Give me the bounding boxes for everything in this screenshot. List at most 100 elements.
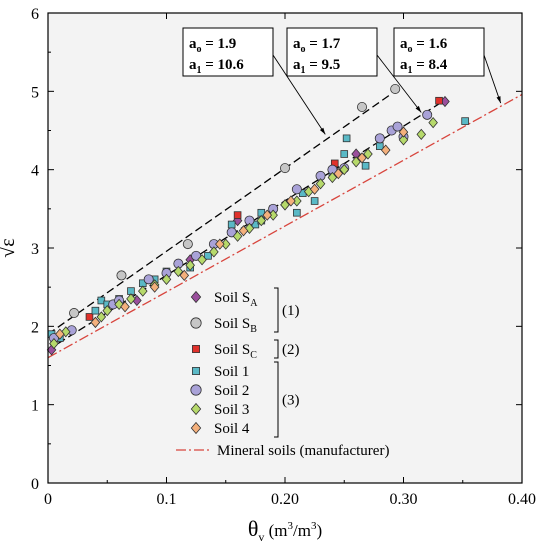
data-point [375, 142, 384, 150]
data-point [422, 109, 433, 120]
data-point [182, 239, 193, 250]
legend-label: Soil 3 [214, 402, 249, 418]
y-tick-label: 0 [31, 476, 39, 493]
x-tick-label: 0.20 [271, 491, 299, 508]
data-point [120, 301, 130, 313]
data-point [204, 252, 212, 260]
data-point [215, 238, 225, 250]
data-point [416, 128, 427, 141]
data-point [69, 308, 80, 319]
y-tick-label: 1 [31, 398, 39, 415]
data-point [161, 273, 172, 285]
legend-label: Soil 4 [214, 421, 250, 437]
legend-item: Soil 3 [190, 402, 249, 418]
data-point [398, 126, 409, 138]
data-point [333, 167, 344, 180]
legend: Soil SA Soil SB Soil SC Soil 1 Soil 2 Soil 3 S… [176, 287, 389, 459]
data-point [357, 102, 368, 113]
data-point [380, 144, 391, 156]
data-point [374, 133, 385, 144]
data-point [97, 296, 106, 305]
legend-item: Soil 1 [192, 364, 249, 380]
y-tick-label: 2 [31, 319, 39, 336]
a1-label: a1 = 10.6 [189, 57, 244, 76]
legend-group-label: (2) [282, 342, 300, 358]
data-point [232, 230, 243, 242]
data-point [209, 246, 219, 258]
data-point [398, 134, 409, 146]
data-point [126, 293, 136, 305]
y-tick-label: 5 [31, 84, 39, 101]
legend-item: Soil 2 [190, 383, 249, 399]
data-point [143, 274, 154, 285]
legend-marker [190, 421, 202, 435]
legend-group-label: (1) [282, 303, 300, 319]
data-point [197, 254, 207, 266]
annotation-box [286, 27, 378, 77]
data-point [262, 209, 272, 221]
data-point [173, 265, 184, 278]
data-point [233, 211, 242, 219]
legend-label: Mineral soils (manufacturer) [217, 443, 389, 459]
data-point [49, 337, 59, 350]
data-point [390, 83, 401, 94]
x-tick-label: 0.30 [390, 491, 418, 508]
legend-marker [190, 290, 202, 304]
data-point [461, 117, 469, 125]
x-tick-label: 0.1 [157, 491, 177, 508]
data-point [310, 197, 319, 205]
data-point [256, 214, 267, 227]
annotation-box [393, 27, 485, 77]
legend-item: Soil SB [190, 316, 257, 335]
y-tick-label: 6 [31, 6, 39, 23]
a0-label: ao = 1.9 [189, 36, 236, 55]
data-point [342, 134, 351, 143]
coefficient-annotation: ao = 1.6 a1 = 8.4 [393, 27, 502, 104]
data-point [96, 311, 107, 323]
a0-label: ao = 1.7 [293, 36, 341, 55]
y-tick-label: 3 [31, 241, 39, 258]
data-point [286, 195, 296, 207]
annotations: ao = 1.9a1 = 10.6ao = 1.7a1 = 9.5ao = 1.… [182, 27, 502, 135]
data-markers [46, 83, 469, 356]
data-point [185, 259, 195, 271]
data-point [309, 183, 320, 195]
a1-label: a1 = 9.5 [293, 57, 340, 76]
arrow-head [319, 127, 326, 135]
y-tick-label: 4 [31, 163, 39, 180]
legend-marker [190, 384, 202, 396]
data-point [90, 316, 101, 329]
legend-item: Soil SC [192, 342, 257, 361]
legend-marker [190, 402, 202, 416]
data-point [363, 148, 373, 160]
data-point [435, 96, 443, 105]
data-point [392, 121, 403, 132]
data-point [149, 281, 160, 293]
y-axis-label: √ε [0, 238, 19, 257]
a1-label: a1 = 8.4 [400, 57, 448, 76]
legend-marker [192, 367, 200, 375]
arrow-head [496, 96, 501, 104]
legend-label: Soil 2 [214, 383, 249, 399]
data-point [361, 161, 370, 170]
data-point [357, 152, 367, 164]
annotation-box [182, 27, 274, 77]
data-point [428, 117, 438, 129]
annotation-arrow [483, 54, 502, 104]
data-point [280, 199, 290, 211]
a0-label: ao = 1.6 [400, 36, 448, 55]
data-point [340, 150, 349, 158]
data-point [293, 208, 301, 217]
data-point [351, 156, 361, 168]
legend-bracket [274, 339, 279, 359]
legend-label: Soil SB [214, 316, 257, 335]
legend-group-label: (3) [282, 393, 300, 409]
data-point [116, 270, 127, 281]
data-point [179, 269, 190, 282]
coefficient-annotation: ao = 1.7 a1 = 9.5 [286, 27, 422, 113]
mineral-soils-line [47, 93, 523, 359]
data-point [102, 305, 113, 317]
data-point [238, 225, 249, 237]
data-point [315, 178, 326, 190]
